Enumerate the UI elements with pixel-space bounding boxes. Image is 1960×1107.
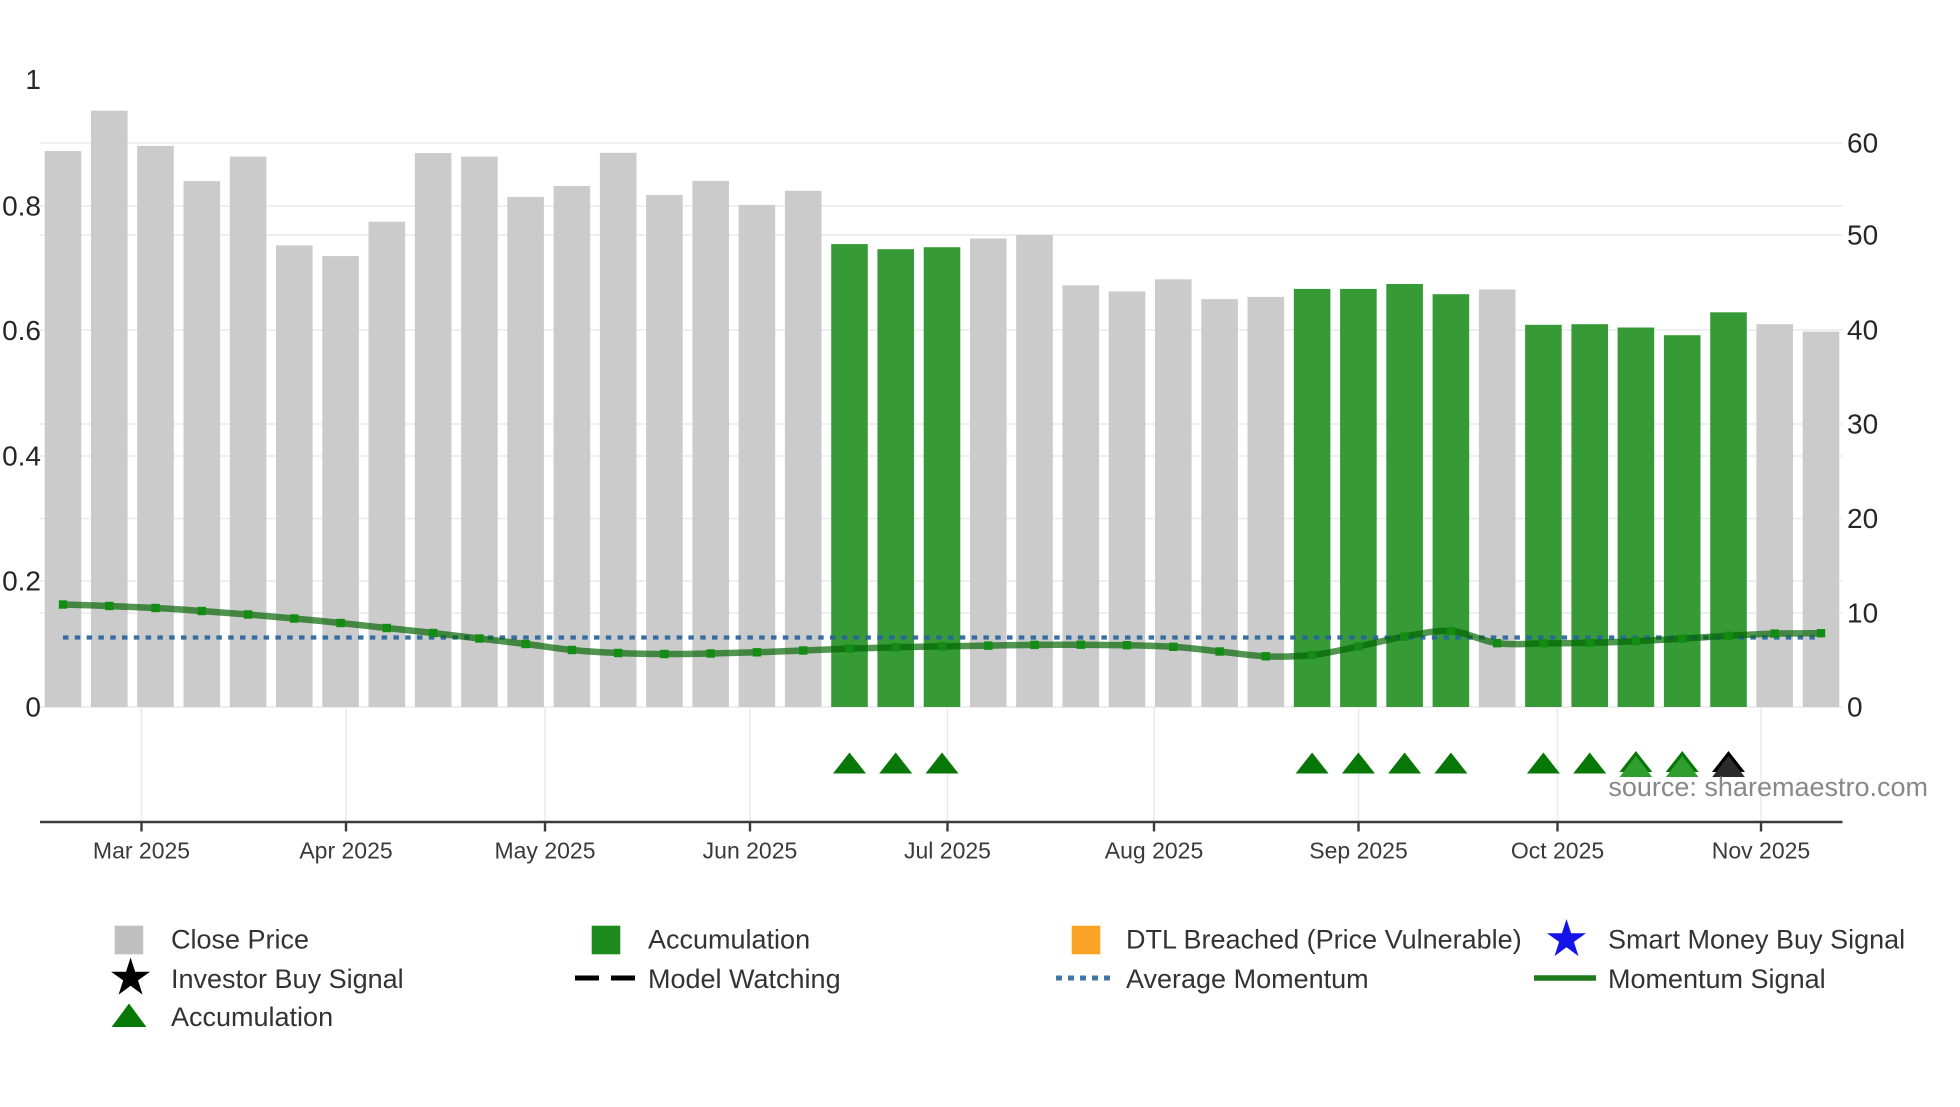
- svg-text:20: 20: [1847, 503, 1878, 534]
- svg-text:Accumulation: Accumulation: [171, 1002, 333, 1032]
- svg-text:Accumulation: Accumulation: [648, 925, 810, 955]
- svg-text:0.4: 0.4: [2, 441, 41, 472]
- svg-text:Model Watching: Model Watching: [648, 964, 841, 994]
- svg-text:0.2: 0.2: [2, 566, 41, 597]
- svg-text:0.8: 0.8: [2, 191, 41, 222]
- svg-text:Oct 2025: Oct 2025: [1511, 838, 1604, 864]
- svg-text:60: 60: [1847, 128, 1878, 159]
- svg-text:Smart Money Buy Signal: Smart Money Buy Signal: [1608, 925, 1905, 955]
- svg-text:Nov 2025: Nov 2025: [1712, 838, 1810, 864]
- svg-text:Aug 2025: Aug 2025: [1105, 838, 1203, 864]
- svg-text:Jul 2025: Jul 2025: [904, 838, 991, 864]
- svg-text:Investor Buy Signal: Investor Buy Signal: [171, 964, 404, 994]
- svg-text:Momentum Signal: Momentum Signal: [1608, 964, 1826, 994]
- svg-text:Average Momentum: Average Momentum: [1126, 964, 1369, 994]
- svg-text:0: 0: [25, 692, 41, 723]
- svg-text:DTL Breached (Price Vulnerable: DTL Breached (Price Vulnerable): [1126, 925, 1522, 955]
- svg-text:Close Price: Close Price: [171, 925, 309, 955]
- svg-text:30: 30: [1847, 409, 1878, 440]
- svg-text:1: 1: [25, 64, 41, 95]
- svg-text:50: 50: [1847, 220, 1878, 251]
- svg-text:source: sharemaestro.com: source: sharemaestro.com: [1608, 772, 1928, 802]
- svg-text:0: 0: [1847, 692, 1863, 723]
- svg-text:Apr 2025: Apr 2025: [299, 838, 392, 864]
- svg-text:0.6: 0.6: [2, 315, 41, 346]
- svg-text:Mar 2025: Mar 2025: [93, 838, 190, 864]
- svg-text:10: 10: [1847, 598, 1878, 629]
- svg-text:40: 40: [1847, 315, 1878, 346]
- svg-text:Jun 2025: Jun 2025: [703, 838, 798, 864]
- svg-text:Sep 2025: Sep 2025: [1309, 838, 1407, 864]
- svg-text:May 2025: May 2025: [494, 838, 595, 864]
